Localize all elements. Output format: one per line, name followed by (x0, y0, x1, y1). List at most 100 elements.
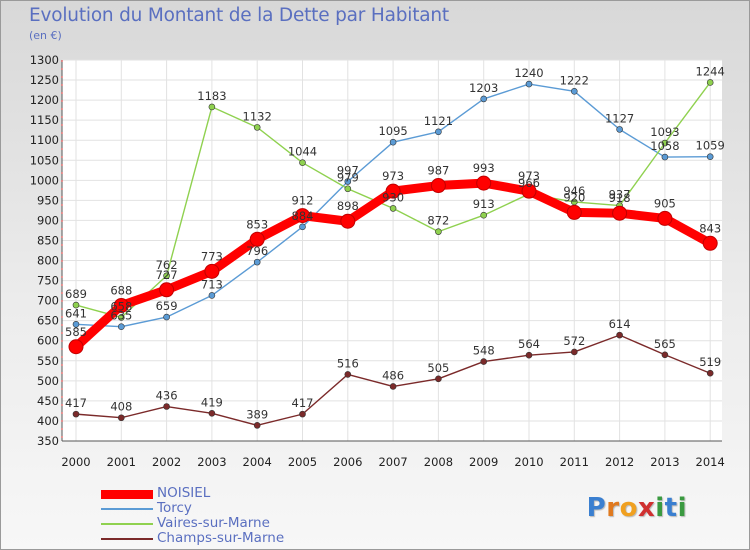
data-point-vaires-sur-marne (344, 185, 352, 193)
data-label-vaires-sur-marne: 930 (382, 190, 404, 204)
data-point-noisiel (204, 263, 220, 279)
data-point-vaires-sur-marne (435, 228, 442, 235)
data-label-vaires-sur-marne: 979 (337, 171, 359, 185)
legend-label: Torcy (157, 500, 192, 516)
logo-letter: i (655, 493, 665, 523)
y-tick-label: 950 (37, 193, 59, 207)
legend-label: Vaires-sur-Marne (157, 515, 270, 531)
y-tick-label: 1250 (30, 73, 59, 87)
y-tick-label: 1150 (30, 113, 59, 127)
data-label-torcy: 713 (201, 277, 223, 291)
y-tick-label: 500 (37, 374, 59, 388)
data-label-vaires-sur-marne: 1244 (696, 64, 725, 78)
y-tick-label: 850 (37, 233, 59, 247)
data-point-vaires-sur-marne (163, 272, 170, 280)
data-label-vaires-sur-marne: 1183 (197, 89, 226, 103)
data-point-noisiel (68, 339, 84, 355)
data-label-noisiel: 912 (292, 194, 314, 208)
data-point-champs-sur-marne (253, 422, 261, 429)
y-tick-label: 1200 (30, 93, 59, 107)
y-tick-label: 900 (37, 213, 59, 227)
data-point-champs-sur-marne (525, 351, 533, 359)
data-point-noisiel (657, 210, 673, 226)
data-label-torcy: 1121 (424, 114, 453, 128)
data-point-champs-sur-marne (208, 410, 216, 417)
x-tick-label: 2007 (378, 455, 407, 469)
y-tick-label: 650 (37, 314, 59, 328)
chart-subtitle: (en €) (29, 29, 62, 42)
legend-label: Champs-sur-Marne (157, 530, 285, 546)
data-label-vaires-sur-marne: 1093 (650, 125, 679, 139)
logo-letter: r (606, 493, 620, 523)
y-tick-label: 1050 (30, 153, 59, 167)
data-label-torcy: 1127 (605, 111, 634, 125)
y-tick-label: 450 (37, 394, 59, 408)
data-point-torcy (706, 153, 714, 160)
data-point-champs-sur-marne (72, 410, 80, 418)
x-tick-label: 2010 (514, 455, 543, 469)
data-point-champs-sur-marne (299, 410, 306, 418)
data-point-noisiel (430, 178, 446, 194)
data-label-champs-sur-marne: 548 (473, 344, 495, 358)
data-label-champs-sur-marne: 389 (246, 407, 268, 421)
data-label-torcy: 1203 (469, 81, 498, 95)
data-label-vaires-sur-marne: 946 (563, 184, 585, 198)
y-tick-label: 750 (37, 274, 59, 288)
data-point-champs-sur-marne (389, 383, 397, 390)
data-point-vaires-sur-marne (253, 124, 261, 131)
data-label-noisiel: 898 (337, 199, 359, 213)
data-point-champs-sur-marne (118, 414, 125, 422)
data-point-noisiel (476, 175, 492, 191)
data-point-torcy (570, 87, 578, 95)
data-label-torcy: 1059 (696, 139, 725, 153)
data-point-vaires-sur-marne (706, 79, 714, 86)
legend-swatch (101, 508, 153, 510)
chart-title: Evolution du Montant de la Dette par Hab… (29, 5, 449, 26)
data-label-champs-sur-marne: 419 (201, 395, 223, 409)
data-label-champs-sur-marne: 505 (427, 361, 449, 375)
data-label-noisiel: 905 (654, 196, 676, 210)
data-point-noisiel (521, 183, 537, 199)
y-tick-label: 350 (37, 434, 59, 448)
data-point-torcy (72, 320, 80, 328)
data-label-champs-sur-marne: 519 (699, 355, 721, 369)
data-point-vaires-sur-marne (208, 103, 216, 111)
data-point-noisiel (113, 297, 129, 313)
data-label-vaires-sur-marne: 872 (427, 214, 449, 228)
y-tick-label: 1300 (30, 53, 59, 67)
data-label-torcy: 659 (156, 299, 178, 313)
data-point-torcy (435, 128, 442, 136)
data-point-noisiel (295, 208, 310, 224)
data-point-vaires-sur-marne (299, 159, 306, 166)
logo-letter: i (677, 493, 687, 523)
y-tick-label: 700 (37, 294, 59, 308)
logo-letter: x (637, 493, 656, 523)
data-label-noisiel: 920 (563, 190, 585, 204)
data-label-champs-sur-marne: 614 (609, 317, 631, 331)
x-tick-label: 2009 (469, 455, 498, 469)
data-label-vaires-sur-marne: 1044 (288, 145, 317, 159)
data-label-noisiel: 987 (427, 164, 449, 178)
data-point-champs-sur-marne (661, 351, 669, 359)
data-point-champs-sur-marne (480, 358, 488, 365)
data-point-champs-sur-marne (435, 375, 442, 383)
x-tick-label: 2006 (333, 455, 362, 469)
data-label-torcy: 1222 (560, 73, 589, 87)
x-tick-label: 2014 (696, 455, 725, 469)
data-point-torcy (253, 258, 261, 266)
data-label-champs-sur-marne: 408 (110, 400, 132, 414)
data-point-champs-sur-marne (344, 371, 352, 378)
data-point-vaires-sur-marne (389, 205, 397, 212)
data-point-noisiel (566, 204, 582, 220)
data-label-vaires-sur-marne: 689 (65, 287, 87, 301)
data-label-torcy: 1095 (378, 124, 407, 138)
x-tick-label: 2013 (650, 455, 679, 469)
data-label-noisiel: 585 (65, 325, 87, 339)
data-label-champs-sur-marne: 565 (654, 337, 676, 351)
data-label-champs-sur-marne: 572 (563, 334, 585, 348)
data-label-vaires-sur-marne: 658 (110, 299, 132, 313)
data-label-champs-sur-marne: 417 (292, 396, 314, 410)
data-label-noisiel: 973 (518, 169, 540, 183)
data-point-torcy (616, 126, 623, 133)
